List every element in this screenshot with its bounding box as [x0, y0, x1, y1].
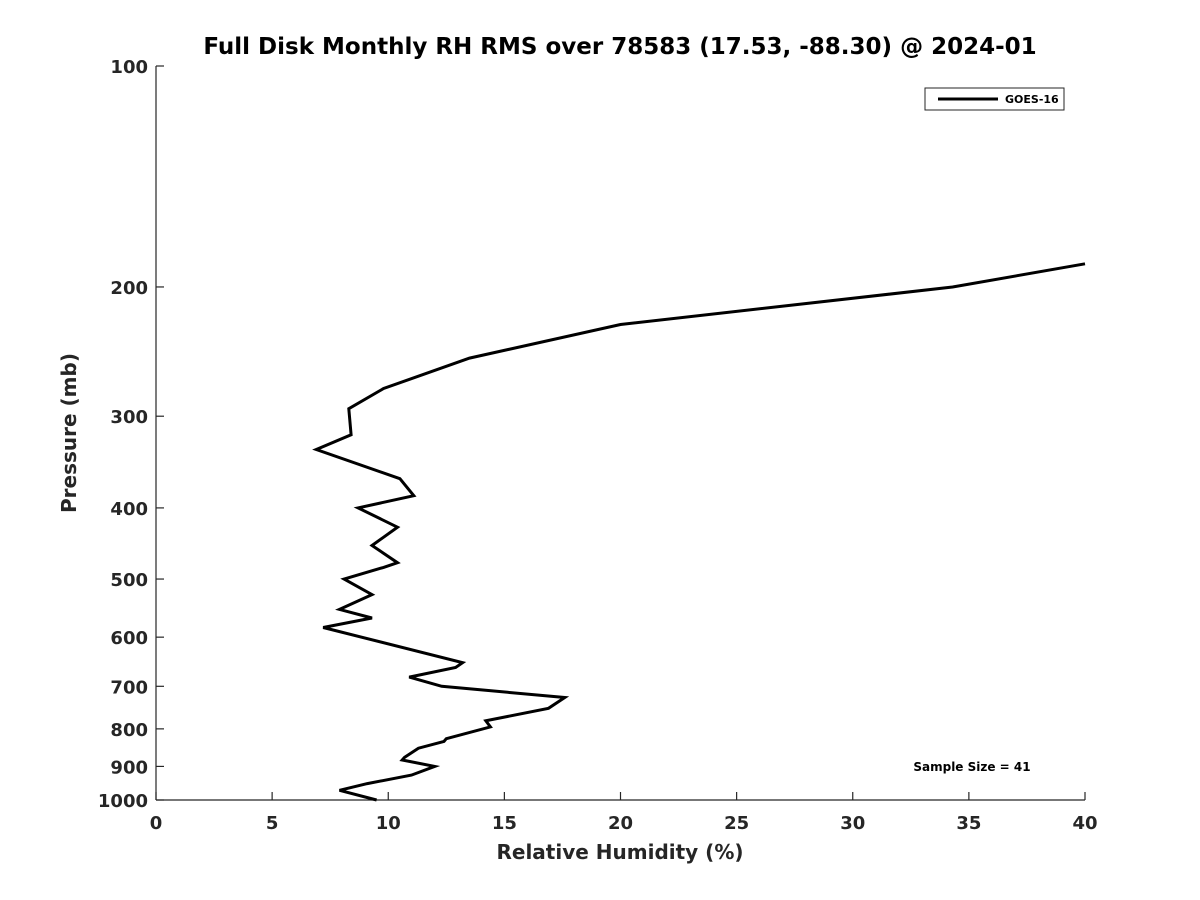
legend: GOES-16 — [924, 87, 1065, 111]
sample-size-annotation: Sample Size = 41 — [913, 760, 1030, 774]
series-line-goes-16 — [312, 262, 1086, 802]
chart-title: Full Disk Monthly RH RMS over 78583 (17.… — [203, 34, 1036, 60]
x-axis-label: Relative Humidity (%) — [496, 840, 743, 864]
y-tick-label: 300 — [110, 407, 148, 428]
x-tick-label: 35 — [956, 813, 981, 834]
y-tick-label: 600 — [110, 628, 148, 649]
x-tick-label: 15 — [492, 813, 517, 834]
x-axis-ticks: 0 5 10 15 20 25 30 35 40 — [150, 792, 1098, 834]
legend-label-goes-16: GOES-16 — [1005, 93, 1059, 106]
x-tick-label: 20 — [608, 813, 633, 834]
y-axis-label: Pressure (mb) — [57, 353, 81, 513]
x-tick-label: 25 — [724, 813, 749, 834]
y-tick-label: 1000 — [98, 791, 148, 812]
x-tick-label: 5 — [266, 813, 279, 834]
y-tick-label: 500 — [110, 570, 148, 591]
y-tick-label: 200 — [110, 278, 148, 299]
x-tick-label: 40 — [1072, 813, 1097, 834]
x-tick-label: 0 — [150, 813, 163, 834]
y-axis-ticks: 100 200 300 400 500 600 700 800 900 1000 — [98, 57, 164, 812]
x-tick-label: 30 — [840, 813, 865, 834]
x-tick-label: 10 — [376, 813, 401, 834]
y-tick-label: 800 — [110, 720, 148, 741]
y-tick-label: 100 — [110, 57, 148, 78]
y-tick-label: 900 — [110, 757, 148, 778]
y-tick-label: 700 — [110, 677, 148, 698]
plot-axes — [155, 66, 1085, 801]
series-layer — [312, 262, 1086, 802]
y-tick-label: 400 — [110, 499, 148, 520]
